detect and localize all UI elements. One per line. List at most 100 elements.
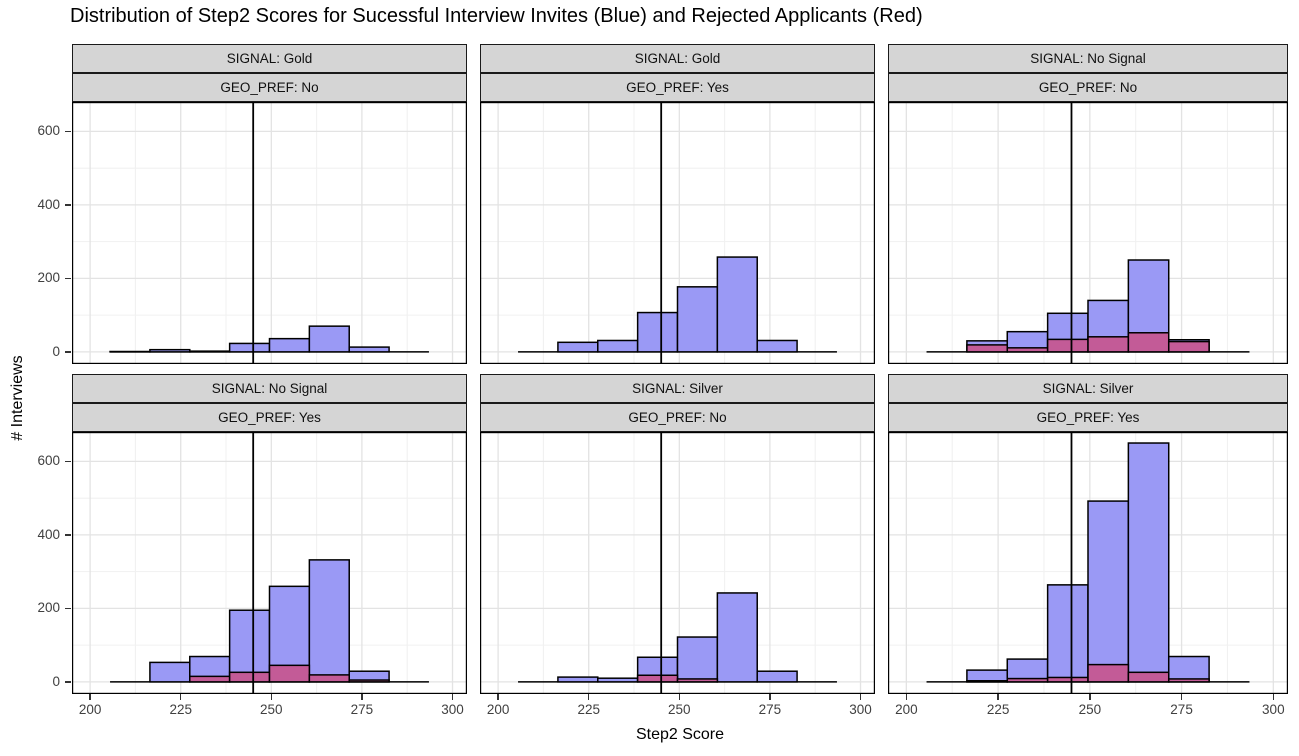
bar-invites bbox=[189, 350, 231, 353]
y-tick-label: 0 bbox=[52, 343, 60, 359]
bar-invites bbox=[1167, 655, 1210, 683]
y-tick-mark bbox=[65, 681, 71, 683]
y-tick-label: 600 bbox=[37, 123, 60, 139]
x-tick-label: 225 bbox=[986, 702, 1010, 717]
bar-invites bbox=[756, 339, 798, 353]
facet-strip-signal: SIGNAL: No Signal bbox=[888, 44, 1288, 73]
bar-invites bbox=[1046, 584, 1089, 683]
facet-strip-signal: SIGNAL: Silver bbox=[480, 374, 875, 403]
histogram-panel bbox=[888, 432, 1288, 694]
bar-rejected bbox=[1167, 678, 1210, 683]
x-tick-mark bbox=[859, 694, 862, 700]
x-tick-mark bbox=[1180, 694, 1183, 700]
bar-rejected bbox=[228, 671, 271, 683]
x-tick-mark bbox=[587, 694, 590, 700]
bar-rejected bbox=[268, 664, 311, 683]
bar-rejected bbox=[189, 675, 231, 683]
bar-invites bbox=[557, 341, 599, 353]
bar-invites bbox=[228, 342, 271, 353]
facet-strip-signal: SIGNAL: Gold bbox=[72, 44, 467, 73]
bar-invites bbox=[268, 337, 311, 353]
bar-invites bbox=[557, 676, 599, 683]
facet-strip-geo-pref: GEO_PREF: No bbox=[72, 73, 467, 102]
bar-rejected bbox=[1087, 336, 1130, 353]
bar-rejected bbox=[1046, 676, 1089, 683]
facet-strip-geo-pref: GEO_PREF: Yes bbox=[888, 403, 1288, 432]
bar-rejected bbox=[308, 674, 350, 683]
bar-invites bbox=[716, 592, 758, 683]
x-tick-label: 225 bbox=[577, 702, 600, 717]
panel-border bbox=[480, 102, 875, 364]
x-tick-mark bbox=[270, 694, 273, 700]
x-tick-mark bbox=[179, 694, 182, 700]
bar-rejected bbox=[1006, 347, 1049, 353]
bar-rejected bbox=[1006, 677, 1049, 683]
y-tick-mark bbox=[65, 534, 71, 536]
x-tick-label: 200 bbox=[486, 702, 510, 717]
x-tick-mark bbox=[1089, 694, 1091, 700]
x-tick-label: 275 bbox=[1170, 702, 1193, 717]
y-tick-mark bbox=[65, 277, 71, 280]
bar-rejected bbox=[1046, 338, 1089, 353]
x-tick-label: 275 bbox=[758, 702, 782, 717]
histogram-panel bbox=[72, 432, 467, 694]
bar-invites bbox=[149, 661, 191, 683]
bar-invites bbox=[756, 670, 798, 683]
bar-invites bbox=[716, 256, 758, 353]
bar-invites bbox=[308, 559, 350, 683]
x-tick-mark bbox=[678, 694, 681, 700]
facet-strip-geo-pref: GEO_PREF: Yes bbox=[72, 403, 467, 432]
panel-border bbox=[480, 432, 875, 694]
bar-invites bbox=[1087, 500, 1130, 683]
bar-rejected bbox=[348, 679, 390, 683]
bar-rejected bbox=[966, 344, 1009, 353]
x-tick-mark bbox=[451, 694, 454, 700]
bar-rejected bbox=[1167, 340, 1210, 353]
y-axis-label: # Interviews bbox=[9, 355, 26, 441]
bar-invites bbox=[676, 286, 719, 353]
bar-invites bbox=[1127, 442, 1170, 683]
facet-strip-signal: SIGNAL: Silver bbox=[888, 374, 1288, 403]
facet-strip-geo-pref: GEO_PREF: Yes bbox=[480, 73, 875, 102]
bar-invites bbox=[636, 311, 679, 353]
y-tick-mark bbox=[65, 130, 71, 133]
panel-border bbox=[888, 102, 1288, 364]
facet-strip-signal: SIGNAL: Gold bbox=[480, 44, 875, 73]
facet-strip-geo-pref: GEO_PREF: No bbox=[888, 73, 1288, 102]
x-tick-label: 275 bbox=[350, 702, 374, 717]
bar-invites bbox=[597, 677, 639, 683]
x-tick-mark bbox=[997, 694, 999, 700]
y-tick-label: 0 bbox=[52, 673, 60, 689]
bar-rejected bbox=[1127, 332, 1170, 353]
histogram-panel bbox=[72, 102, 467, 364]
bar-invites bbox=[348, 346, 390, 353]
histogram-panel bbox=[480, 102, 875, 364]
x-tick-label: 300 bbox=[1262, 702, 1285, 717]
x-tick-mark bbox=[361, 694, 363, 700]
panel-border bbox=[888, 432, 1288, 694]
bar-invites bbox=[676, 636, 719, 683]
x-tick-mark bbox=[769, 694, 771, 700]
x-tick-mark bbox=[497, 694, 499, 700]
bar-rejected bbox=[676, 678, 719, 683]
histogram-panel bbox=[480, 432, 875, 694]
bar-rejected bbox=[1127, 671, 1170, 683]
bar-rejected bbox=[1087, 663, 1130, 683]
bar-invites bbox=[597, 339, 639, 353]
bar-invites bbox=[308, 325, 350, 353]
x-tick-label: 225 bbox=[169, 702, 192, 717]
x-tick-mark bbox=[905, 694, 908, 700]
x-tick-label: 200 bbox=[78, 702, 102, 717]
x-tick-label: 300 bbox=[849, 702, 872, 717]
x-axis-label: Step2 Score bbox=[635, 726, 725, 743]
y-tick-label: 200 bbox=[37, 270, 60, 286]
bar-invites bbox=[149, 348, 191, 353]
x-tick-label: 250 bbox=[1078, 702, 1102, 717]
panel-border bbox=[72, 102, 467, 364]
bar-rejected bbox=[636, 674, 679, 683]
x-tick-mark bbox=[1272, 694, 1275, 700]
y-tick-mark bbox=[65, 460, 71, 463]
bar-invites bbox=[228, 609, 271, 683]
x-tick-label: 300 bbox=[441, 702, 464, 717]
